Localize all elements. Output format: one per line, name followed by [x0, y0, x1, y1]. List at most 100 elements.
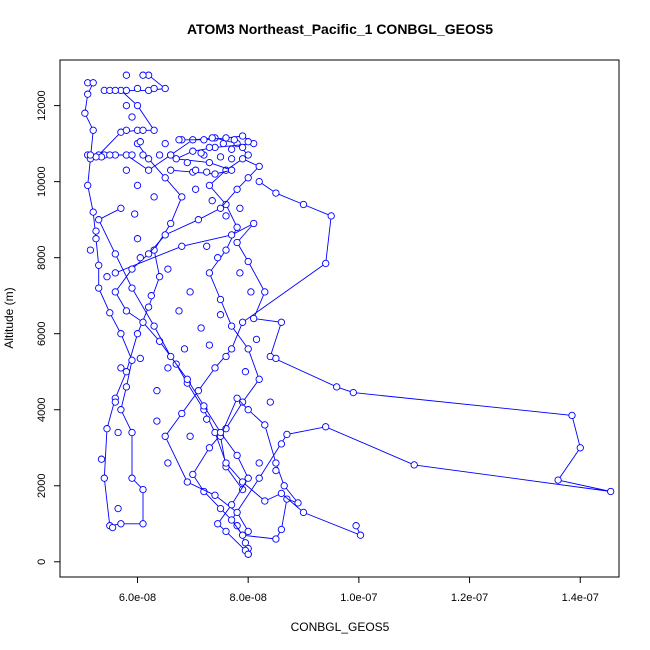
data-point	[117, 520, 125, 528]
data-point	[117, 204, 125, 212]
data-point	[84, 181, 92, 190]
data-point	[244, 527, 252, 536]
data-point	[283, 430, 291, 439]
data-point	[216, 204, 225, 212]
data-point	[261, 288, 269, 296]
data-point	[238, 398, 247, 406]
data-point	[214, 520, 222, 528]
data-point	[236, 204, 244, 212]
data-point	[164, 364, 172, 372]
data-point	[244, 550, 252, 558]
data-point	[92, 235, 100, 243]
data-point	[222, 459, 230, 467]
data-point	[244, 474, 252, 482]
data-point	[203, 168, 211, 176]
data-point	[200, 136, 208, 144]
data-point	[233, 238, 241, 247]
data-point	[144, 155, 153, 163]
data-point	[333, 383, 341, 391]
data-point	[147, 292, 155, 300]
data-point	[277, 489, 286, 498]
data-point	[216, 295, 225, 304]
data-point	[211, 170, 219, 178]
data-point	[136, 138, 144, 146]
series-line	[87, 74, 260, 555]
data-point	[205, 269, 214, 277]
data-point	[233, 223, 241, 231]
data-point	[139, 520, 147, 528]
data-point	[103, 273, 111, 281]
data-point	[178, 193, 186, 201]
data-point	[139, 126, 147, 134]
data-point	[568, 411, 576, 420]
data-point	[183, 478, 191, 486]
y-tick-label: 8000	[36, 245, 48, 269]
x-axis: 6.0e-08 8.0e-08 1.0e-07 1.2e-07 1.4e-07	[119, 576, 599, 604]
data-point	[95, 284, 103, 292]
data-point	[136, 354, 144, 363]
data-point	[299, 200, 308, 209]
data-point	[255, 474, 263, 482]
data-point	[241, 539, 250, 547]
data-point	[576, 444, 584, 452]
data-point	[227, 155, 236, 163]
x-tick-label: 8.0e-08	[230, 592, 267, 604]
data-point	[86, 151, 95, 159]
data-point	[153, 417, 161, 425]
series-8	[86, 71, 286, 532]
data-point	[216, 311, 225, 319]
data-point	[155, 151, 164, 159]
data-point	[191, 185, 200, 193]
data-point	[233, 451, 241, 460]
data-point	[205, 158, 214, 167]
data-point	[133, 235, 142, 243]
data-point	[155, 273, 164, 281]
data-point	[222, 212, 230, 220]
y-tick-label: 4000	[36, 397, 48, 421]
y-axis-label: Altitude (m)	[2, 287, 16, 348]
data-point	[89, 208, 97, 216]
data-point	[216, 153, 225, 161]
data-point	[607, 487, 615, 496]
x-tick-label: 1.2e-07	[451, 592, 488, 604]
data-point	[194, 216, 203, 224]
data-point	[255, 177, 263, 186]
data-point	[111, 269, 119, 277]
data-point	[95, 216, 103, 224]
data-point	[244, 174, 252, 182]
data-point	[227, 516, 236, 524]
data-point	[86, 246, 95, 254]
data-point	[227, 322, 236, 330]
data-point	[186, 288, 194, 296]
series-line	[98, 207, 249, 555]
data-point	[236, 269, 244, 277]
data-point	[186, 432, 194, 440]
data-point	[81, 109, 89, 117]
data-point	[222, 200, 230, 209]
data-point	[208, 134, 216, 142]
series-3	[111, 219, 615, 543]
data-point	[230, 136, 238, 144]
data-point	[133, 330, 142, 338]
data-point	[139, 151, 147, 159]
data-point	[155, 337, 164, 345]
data-point	[139, 318, 147, 326]
data-point	[222, 246, 230, 254]
data-point	[161, 231, 169, 239]
data-point	[197, 149, 205, 157]
data-point	[122, 307, 131, 315]
data-point	[144, 166, 153, 174]
data-point	[272, 466, 280, 475]
data-point	[222, 352, 230, 361]
data-point	[161, 84, 169, 93]
data-point	[233, 185, 241, 193]
data-point	[352, 522, 360, 530]
y-axis: 0 2000 4000 6000 8000 10000 12000	[36, 90, 61, 565]
data-point	[233, 508, 241, 517]
data-point	[294, 499, 302, 507]
data-point	[167, 166, 175, 174]
data-point	[208, 197, 216, 205]
data-point	[222, 134, 230, 142]
